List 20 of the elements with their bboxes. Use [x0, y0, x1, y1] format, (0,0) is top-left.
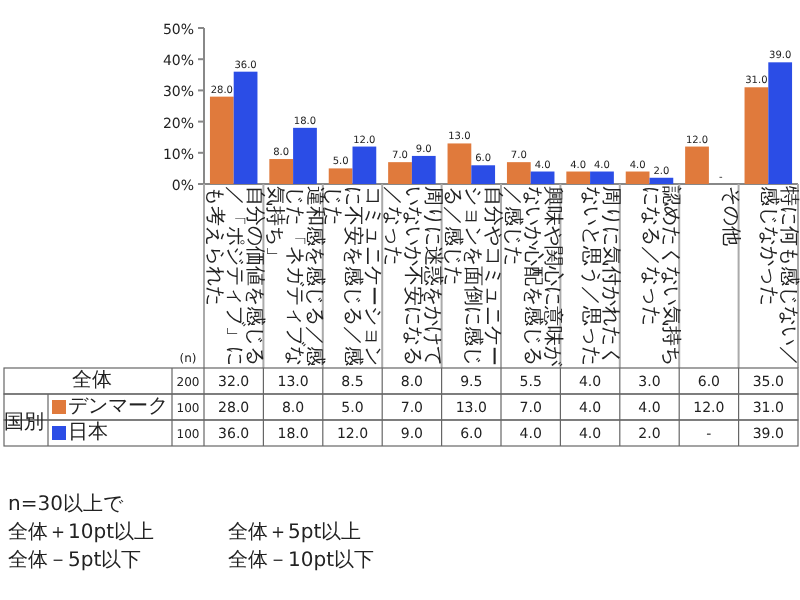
bar: [293, 127, 317, 184]
bar: [328, 168, 353, 184]
bar: [411, 155, 436, 184]
bar: [768, 62, 793, 184]
bar: [269, 159, 294, 184]
bar: [530, 171, 555, 184]
bar: [566, 171, 591, 184]
bar: [209, 96, 234, 184]
bar: [388, 162, 412, 184]
bar: [744, 87, 769, 184]
bar: [590, 171, 614, 184]
bar: [233, 71, 258, 184]
bar: [649, 177, 674, 184]
bar: [685, 146, 709, 184]
bar: [447, 143, 472, 184]
row-label-total: 全体: [72, 368, 112, 394]
bar: [352, 146, 377, 184]
bar: [625, 171, 650, 184]
bar: [506, 162, 531, 184]
bar: [471, 165, 496, 184]
